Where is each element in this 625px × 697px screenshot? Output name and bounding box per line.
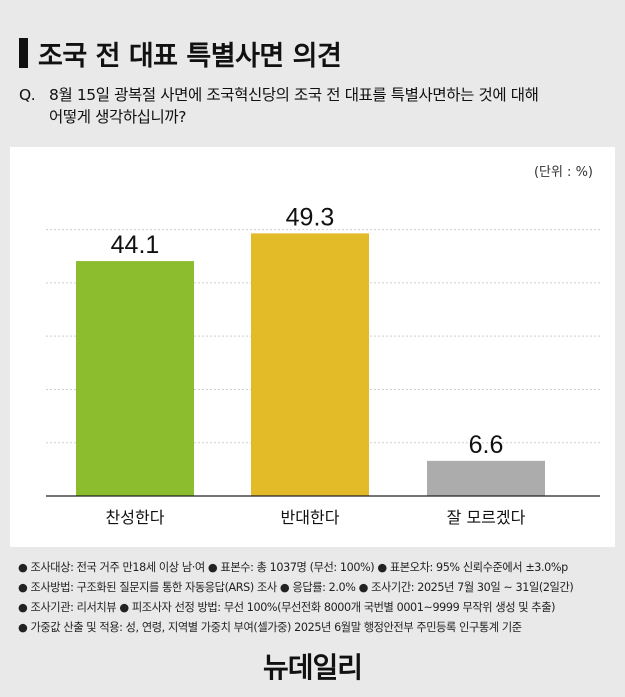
category-label: 반대한다	[281, 508, 340, 527]
question-line-2: 어떻게 생각하십니까?	[49, 108, 187, 126]
bar-chart: 44.1 찬성한다 49.3 반대한다 6.6 잘 모르겠다	[46, 203, 600, 527]
footnote-row: ● 조사기관: 리서치뷰 ● 피조사자 선정 방법: 무선 100%(무선전화 …	[18, 601, 556, 614]
footnote-row: ● 조사대상: 전국 거주 만18세 이상 남·여 ● 표본수: 총 1037명…	[18, 561, 568, 574]
bar	[427, 460, 545, 496]
title-bar	[19, 38, 28, 68]
survey-question: Q. 8월 15일 광복절 사면에 조국혁신당의 조국 전 대표를 특별사면하는 …	[19, 84, 609, 128]
value-label: 44.1	[111, 231, 160, 259]
survey-footnotes: ● 조사대상: 전국 거주 만18세 이상 남·여 ● 표본수: 총 1037명…	[18, 558, 618, 638]
page-title: 조국 전 대표 특별사면 의견	[38, 41, 342, 72]
category-label: 잘 모르겠다	[447, 508, 526, 527]
value-label: 6.6	[469, 431, 504, 459]
question-prefix: Q.	[19, 86, 36, 104]
footnote-row: ● 가중값 산출 및 적용: 성, 연령, 지역별 가중치 부여(셀가중) 20…	[18, 621, 522, 634]
chart-panel: (단위 : %) 44.1 찬성한다 49.3 반대한다 6.6 잘 모르겠다	[10, 147, 615, 547]
footnote-row: ● 조사방법: 구조화된 질문지를 통한 자동응답(ARS) 조사 ● 응답률:…	[18, 581, 574, 594]
value-label: 49.3	[286, 203, 335, 231]
brand-logo: 뉴데일리	[262, 651, 363, 684]
category-label: 찬성한다	[106, 508, 165, 527]
bar	[76, 261, 194, 496]
bar	[251, 233, 369, 496]
unit-label: (단위 : %)	[533, 165, 593, 180]
question-line-1: 8월 15일 광복절 사면에 조국혁신당의 조국 전 대표를 특별사면하는 것에…	[49, 86, 539, 104]
